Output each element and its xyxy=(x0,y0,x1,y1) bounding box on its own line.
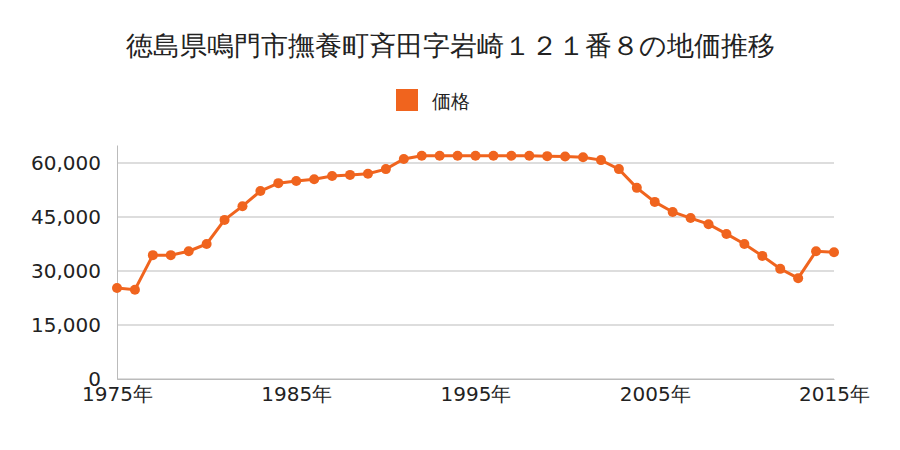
x-tick: 1985年 xyxy=(261,379,332,406)
data-point xyxy=(166,250,176,260)
x-tick: 2015年 xyxy=(799,379,870,406)
x-tick-label: 1985年 xyxy=(261,382,332,406)
data-point xyxy=(721,229,731,239)
data-point xyxy=(112,283,122,293)
x-tick: 1995年 xyxy=(441,379,512,406)
data-point xyxy=(453,151,463,161)
x-axis-line xyxy=(118,379,835,380)
data-point xyxy=(291,176,301,186)
x-tick-label: 2015年 xyxy=(799,382,870,406)
data-point xyxy=(363,169,373,179)
x-tick-label: 1975年 xyxy=(82,382,153,406)
data-point xyxy=(614,164,624,174)
data-point xyxy=(184,246,194,256)
series-line xyxy=(117,156,834,290)
data-point xyxy=(524,151,534,161)
legend-swatch xyxy=(396,89,418,111)
title: 徳島県鳴門市撫養町斉田字岩崎１２１番８の地価推移 xyxy=(126,30,775,61)
y-tick: 30,000 xyxy=(31,259,117,283)
data-point xyxy=(399,154,409,164)
legend-item: 価格 xyxy=(396,89,470,112)
y-tick-label: 15,000 xyxy=(31,313,101,337)
x-tick: 2005年 xyxy=(620,379,691,406)
data-point xyxy=(417,151,427,161)
y-tick: 60,000 xyxy=(31,151,117,175)
data-point xyxy=(757,251,767,261)
data-point xyxy=(686,213,696,223)
data-point xyxy=(596,155,606,165)
y-axis-line xyxy=(117,146,118,380)
data-point xyxy=(220,215,230,225)
data-point xyxy=(811,246,821,256)
plot-area xyxy=(112,151,839,295)
data-point xyxy=(471,151,481,161)
data-point xyxy=(148,250,158,260)
data-point xyxy=(560,152,570,162)
data-point xyxy=(237,201,247,211)
x-axis: 1975年 1985年 1995年 2005年 2015年 xyxy=(82,379,870,406)
data-point xyxy=(345,170,355,180)
data-point xyxy=(668,207,678,217)
data-point xyxy=(130,285,140,295)
data-point xyxy=(273,178,283,188)
y-tick-label: 45,000 xyxy=(31,205,101,229)
grid-line xyxy=(117,379,834,380)
grid-line xyxy=(117,325,834,326)
data-point xyxy=(506,151,516,161)
data-point xyxy=(650,197,660,207)
legend: 価格 xyxy=(396,89,470,112)
x-tick-label: 2005年 xyxy=(620,382,691,406)
y-tick-label: 60,000 xyxy=(31,151,101,175)
x-tick-label: 1995年 xyxy=(441,382,512,406)
x-tick: 1975年 xyxy=(82,379,153,406)
legend-label: 価格 xyxy=(432,90,470,112)
y-axis: 015,00030,00045,00060,000 xyxy=(31,146,117,391)
grid-line xyxy=(117,271,834,272)
data-point xyxy=(309,174,319,184)
data-point xyxy=(739,239,749,249)
data-point xyxy=(793,273,803,283)
data-point xyxy=(578,152,588,162)
data-point xyxy=(488,151,498,161)
data-point xyxy=(829,247,839,257)
data-point xyxy=(327,171,337,181)
data-point xyxy=(202,239,212,249)
y-tick-label: 30,000 xyxy=(31,259,101,283)
y-tick: 15,000 xyxy=(31,313,117,337)
data-point xyxy=(775,264,785,274)
data-point xyxy=(435,151,445,161)
data-point xyxy=(632,183,642,193)
grid xyxy=(117,163,834,379)
y-tick: 45,000 xyxy=(31,205,117,229)
data-point xyxy=(381,164,391,174)
chart: 徳島県鳴門市撫養町斉田字岩崎１２１番８の地価推移価格015,00030,0004… xyxy=(0,0,900,450)
grid-line xyxy=(117,163,834,164)
data-point xyxy=(255,186,265,196)
data-point xyxy=(542,151,552,161)
data-point xyxy=(704,219,714,229)
